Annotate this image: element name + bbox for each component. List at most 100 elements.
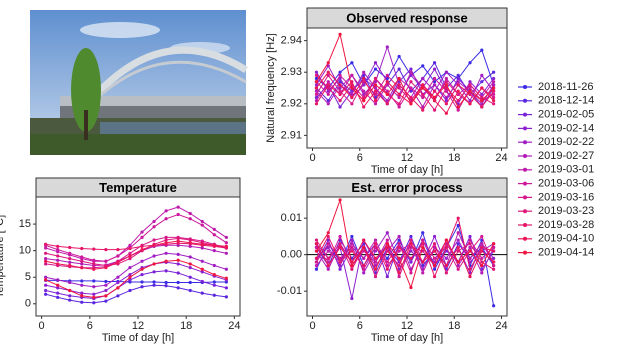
point bbox=[326, 83, 330, 87]
point bbox=[456, 223, 460, 228]
point bbox=[92, 279, 96, 283]
point bbox=[362, 70, 366, 74]
point bbox=[468, 99, 472, 103]
point bbox=[188, 255, 192, 259]
point bbox=[397, 95, 401, 100]
point bbox=[432, 267, 437, 271]
point bbox=[350, 245, 354, 249]
point bbox=[492, 86, 496, 90]
point bbox=[456, 99, 460, 103]
point bbox=[44, 278, 48, 282]
point bbox=[188, 211, 192, 216]
point bbox=[80, 262, 84, 266]
point bbox=[373, 76, 378, 81]
point bbox=[492, 242, 496, 246]
point bbox=[492, 70, 496, 74]
point bbox=[140, 230, 144, 234]
point bbox=[56, 291, 60, 295]
point bbox=[326, 61, 330, 65]
point bbox=[362, 76, 366, 81]
point bbox=[480, 242, 484, 246]
point bbox=[350, 296, 354, 301]
point bbox=[212, 263, 216, 268]
series-line bbox=[45, 259, 227, 298]
point bbox=[188, 288, 192, 293]
point bbox=[200, 291, 204, 295]
legend-point bbox=[523, 98, 527, 103]
point bbox=[314, 264, 319, 268]
point bbox=[362, 271, 366, 275]
point bbox=[338, 245, 342, 249]
point bbox=[164, 209, 168, 213]
series-line bbox=[315, 197, 495, 290]
point bbox=[373, 61, 378, 65]
point bbox=[212, 280, 216, 284]
point bbox=[409, 271, 413, 275]
point bbox=[68, 280, 72, 285]
legend-label: 2019-03-16 bbox=[538, 191, 594, 203]
point bbox=[432, 249, 437, 253]
point bbox=[104, 294, 108, 298]
point bbox=[152, 238, 156, 242]
point bbox=[492, 260, 496, 264]
legend-point bbox=[523, 154, 527, 158]
series-line bbox=[315, 32, 494, 108]
point bbox=[409, 260, 413, 264]
point bbox=[409, 89, 413, 93]
point bbox=[385, 76, 389, 81]
panel-title: Est. error process bbox=[351, 180, 462, 195]
point bbox=[362, 105, 366, 109]
point bbox=[140, 247, 144, 252]
point bbox=[492, 83, 496, 87]
y-axis-label: Temperature [°C] bbox=[0, 215, 6, 298]
point bbox=[116, 294, 120, 298]
x-axis-label: Time of day [h] bbox=[371, 332, 443, 344]
point bbox=[200, 223, 204, 227]
point bbox=[421, 92, 425, 96]
point bbox=[409, 102, 413, 106]
point bbox=[188, 217, 192, 221]
point bbox=[421, 260, 425, 264]
point bbox=[224, 241, 228, 245]
point bbox=[409, 95, 413, 100]
point bbox=[56, 278, 60, 282]
point bbox=[468, 238, 472, 242]
point bbox=[92, 247, 96, 251]
point bbox=[468, 260, 472, 264]
point bbox=[176, 286, 180, 290]
point bbox=[338, 86, 342, 90]
point bbox=[326, 64, 330, 68]
x-tick-label: 0 bbox=[309, 320, 315, 332]
point bbox=[80, 283, 84, 287]
y-tick-label: 2.91 bbox=[281, 129, 302, 141]
point bbox=[468, 92, 472, 96]
point bbox=[326, 260, 330, 264]
point bbox=[480, 245, 484, 249]
point bbox=[444, 271, 448, 275]
point bbox=[432, 274, 437, 279]
point bbox=[104, 247, 108, 252]
legend-label: 2019-02-27 bbox=[538, 150, 594, 162]
x-tick-label: 6 bbox=[87, 320, 93, 332]
point bbox=[468, 242, 472, 246]
point bbox=[385, 92, 389, 96]
legend-point bbox=[523, 181, 527, 186]
point bbox=[373, 86, 378, 90]
point bbox=[385, 80, 389, 84]
point bbox=[326, 86, 330, 90]
point bbox=[432, 95, 437, 100]
point bbox=[44, 242, 48, 246]
point bbox=[104, 266, 108, 270]
point bbox=[314, 99, 319, 103]
point bbox=[314, 76, 319, 81]
point bbox=[326, 256, 330, 260]
point bbox=[444, 238, 448, 242]
point bbox=[350, 92, 354, 96]
point bbox=[432, 242, 437, 246]
point bbox=[385, 231, 389, 235]
point bbox=[44, 292, 48, 296]
series-line bbox=[45, 242, 227, 251]
point bbox=[200, 242, 204, 246]
point bbox=[212, 243, 216, 247]
